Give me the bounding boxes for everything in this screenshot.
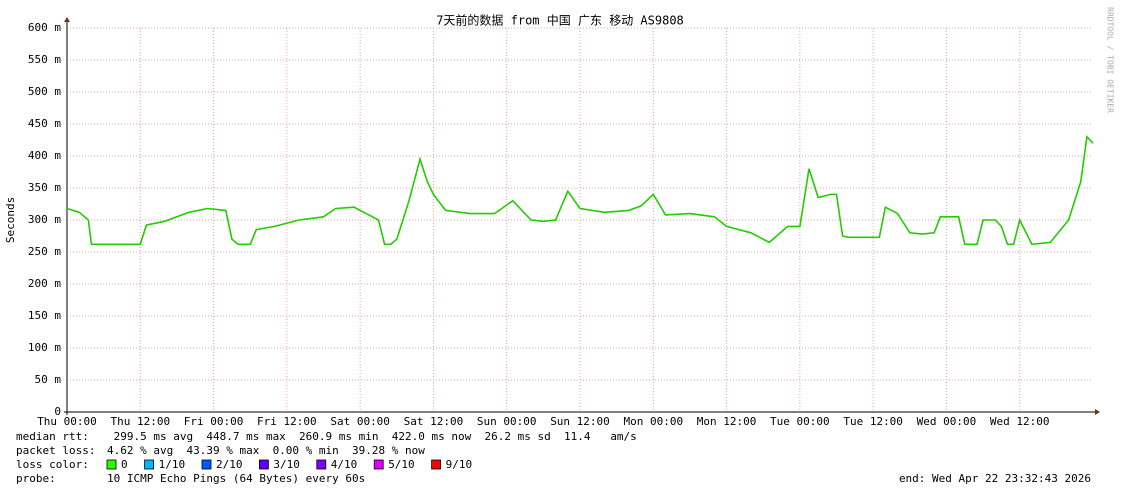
legend-label: 1/10 [159, 458, 186, 471]
x-tick-label: Fri 12:00 [257, 415, 317, 428]
probe-label: probe: [16, 472, 56, 485]
y-tick-label: 50 m [35, 373, 62, 386]
probe: 10 ICMP Echo Pings (64 Bytes) every 60s [107, 472, 365, 485]
stat-label: packet loss: [16, 444, 95, 457]
x-tick-label: Sat 12:00 [404, 415, 464, 428]
x-tick-label: Sun 00:00 [477, 415, 537, 428]
y-tick-label: 0 [54, 405, 61, 418]
legend-swatch [316, 459, 327, 470]
legend-label: 2/10 [216, 458, 243, 471]
y-tick-label: 300 m [28, 213, 61, 226]
legend-swatch [106, 459, 117, 470]
y-tick-label: 550 m [28, 53, 61, 66]
legend-label: 5/10 [388, 458, 415, 471]
legend-swatch [258, 459, 269, 470]
x-tick-label: Fri 00:00 [184, 415, 244, 428]
chart-title: 7天前的数据 from 中国 广东 移动 AS9808 [436, 13, 684, 28]
y-tick-label: 450 m [28, 117, 61, 130]
x-tick-label: Mon 12:00 [697, 415, 757, 428]
watermark: RRDTOOL / TOBI OETIKER [1106, 7, 1115, 113]
x-tick-label: Tue 00:00 [770, 415, 830, 428]
end-time: end: Wed Apr 22 23:32:43 2026 [899, 472, 1091, 485]
y-tick-label: 150 m [28, 309, 61, 322]
series-line [66, 135, 1094, 246]
y-tick-label: 350 m [28, 181, 61, 194]
y-tick-label: 500 m [28, 85, 61, 98]
x-tick-label: Thu 00:00 [37, 415, 97, 428]
axis-arrow [64, 17, 70, 22]
x-tick-label: Tue 12:00 [843, 415, 903, 428]
x-tick-label: Sun 12:00 [550, 415, 610, 428]
stat-label: median rtt: [16, 430, 89, 443]
stat-text: 4.62 % avg 43.39 % max 0.00 % min 39.28 … [107, 444, 425, 457]
legend-label: 3/10 [273, 458, 300, 471]
stat-text: 299.5 ms avg 448.7 ms max 260.9 ms min 4… [107, 430, 637, 443]
legend-swatch [144, 459, 155, 470]
legend-swatch [431, 459, 442, 470]
y-tick-label: 600 m [28, 21, 61, 34]
loss-color-label: loss color: [16, 458, 89, 471]
axis-arrow [1095, 409, 1100, 415]
legend-label: 4/10 [331, 458, 358, 471]
x-tick-label: Mon 00:00 [623, 415, 683, 428]
y-tick-label: 400 m [28, 149, 61, 162]
y-tick-label: 200 m [28, 277, 61, 290]
y-axis-label: Seconds [4, 197, 17, 243]
x-tick-label: Wed 00:00 [917, 415, 977, 428]
legend-swatch [373, 459, 384, 470]
y-tick-label: 250 m [28, 245, 61, 258]
x-tick-label: Sat 00:00 [330, 415, 390, 428]
legend-swatch [201, 459, 212, 470]
x-tick-label: Thu 12:00 [110, 415, 170, 428]
legend-label: 9/10 [446, 458, 473, 471]
x-tick-label: Wed 12:00 [990, 415, 1050, 428]
y-tick-label: 100 m [28, 341, 61, 354]
legend-label: 0 [121, 458, 128, 471]
